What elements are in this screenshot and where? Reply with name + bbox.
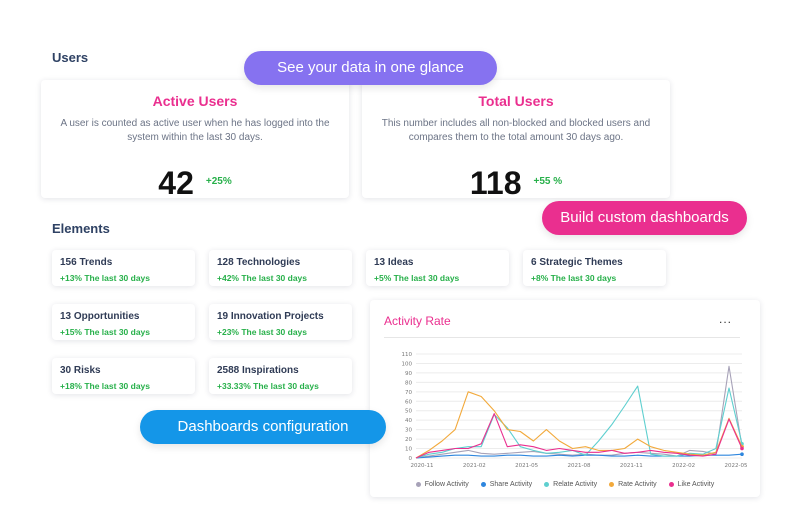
x-tick-label: 2021-05 <box>515 463 538 469</box>
element-card-ideas[interactable]: 13 Ideas +5% The last 30 days <box>366 250 509 286</box>
banner-see-data: See your data in one glance <box>244 51 497 85</box>
legend-label: Share Activity <box>489 481 533 488</box>
legend-dot-icon <box>544 482 550 487</box>
banner-custom-dashboards: Build custom dashboards <box>542 201 747 235</box>
element-card-title: 128 Technologies <box>217 257 301 268</box>
elements-section-title: Elements <box>52 221 110 236</box>
y-tick-label: 10 <box>405 447 412 453</box>
x-tick-label: 2021-08 <box>568 463 591 469</box>
element-card-change: +13% The last 30 days <box>60 273 151 283</box>
element-card-change: +33.33% The last 30 days <box>217 381 319 391</box>
element-card-trends[interactable]: 156 Trends +13% The last 30 days <box>52 250 195 286</box>
series-line-like-activity <box>415 413 743 459</box>
legend-label: Like Activity <box>677 481 715 488</box>
legend-dot-icon <box>415 482 421 487</box>
element-card-title: 13 Opportunities <box>60 311 140 322</box>
legend-item[interactable]: Like Activity <box>668 481 715 488</box>
legend-item[interactable]: Relate Activity <box>544 481 597 488</box>
chart-legend: Follow Activity Share Activity Relate Acti… <box>370 481 760 488</box>
y-tick-label: 20 <box>405 437 412 443</box>
active-users-value: 42 <box>158 165 194 201</box>
legend-dot-icon <box>668 482 674 487</box>
total-users-change: +55 % <box>533 176 563 187</box>
element-card-title: 13 Ideas <box>374 257 414 268</box>
series-line-follow-activity <box>415 365 743 459</box>
legend-label: Follow Activity <box>424 481 469 488</box>
legend-item[interactable]: Rate Activity <box>609 481 657 488</box>
element-card-change: +42% The last 30 days <box>217 273 308 283</box>
activity-rate-title: Activity Rate <box>384 314 451 328</box>
element-card-title: 156 Trends <box>60 257 113 268</box>
legend-dot-icon <box>480 482 486 487</box>
element-card-innovation-projects[interactable]: 19 Innovation Projects +23% The last 30 … <box>209 304 352 340</box>
total-users-card: Total Users This number includes all non… <box>362 80 670 201</box>
total-users-description: This number includes all non-blocked and… <box>381 118 651 143</box>
active-users-card: Active Users A user is counted as active… <box>41 80 349 201</box>
y-tick-label: 50 <box>405 409 412 415</box>
x-tick-label: 2022-02 <box>672 463 695 469</box>
y-tick-label: 70 <box>405 390 412 396</box>
more-options-icon[interactable]: ... <box>718 312 732 326</box>
chart-divider <box>384 337 740 338</box>
legend-item[interactable]: Share Activity <box>480 481 533 488</box>
y-tick-label: 40 <box>405 418 412 424</box>
y-tick-label: 90 <box>405 371 412 377</box>
element-card-technologies[interactable]: 128 Technologies +42% The last 30 days <box>209 250 352 286</box>
element-card-title: 2588 Inspirations <box>217 365 299 376</box>
y-tick-label: 80 <box>405 380 412 386</box>
active-users-description: A user is counted as active user when he… <box>60 118 330 143</box>
legend-item[interactable]: Follow Activity <box>415 481 469 488</box>
series-line-rate-activity <box>415 391 743 459</box>
total-users-title: Total Users <box>478 93 554 109</box>
x-tick-label: 2021-02 <box>463 463 486 469</box>
users-section-title: Users <box>52 50 89 65</box>
x-tick-label: 2020-11 <box>411 463 434 469</box>
y-tick-label: 30 <box>405 428 412 434</box>
element-card-change: +18% The last 30 days <box>60 381 151 391</box>
element-card-title: 6 Strategic Themes <box>531 257 623 268</box>
legend-dot-icon <box>609 482 615 487</box>
element-card-strategic-themes[interactable]: 6 Strategic Themes +8% The last 30 days <box>523 250 666 286</box>
banner-dashboards-configuration: Dashboards configuration <box>140 410 386 444</box>
series-point <box>740 446 744 451</box>
element-card-change: +15% The last 30 days <box>60 327 151 337</box>
y-tick-label: 110 <box>402 352 413 358</box>
element-card-risks[interactable]: 30 Risks +18% The last 30 days <box>52 358 195 394</box>
element-card-inspirations[interactable]: 2588 Inspirations +33.33% The last 30 da… <box>209 358 352 394</box>
element-card-opportunities[interactable]: 13 Opportunities +15% The last 30 days <box>52 304 195 340</box>
element-card-change: +8% The last 30 days <box>531 273 617 283</box>
legend-label: Rate Activity <box>618 481 657 488</box>
total-users-value: 118 <box>469 165 522 201</box>
series-line-share-activity <box>415 453 743 459</box>
element-card-title: 30 Risks <box>60 365 101 376</box>
series-point <box>740 452 744 457</box>
activity-rate-chart: 0 10 20 30 40 50 60 70 80 90 100 110 2020-11 2021-02 2… <box>402 352 748 469</box>
active-users-change: +25% <box>205 176 232 187</box>
y-tick-label: 100 <box>402 361 413 367</box>
x-tick-label: 2022-05 <box>725 463 748 469</box>
activity-rate-card: Activity Rate ... 0 10 20 30 40 50 60 70 80 90 100… <box>370 300 760 497</box>
y-tick-label: 0 <box>409 456 413 462</box>
element-card-title: 19 Innovation Projects <box>217 311 324 322</box>
legend-label: Relate Activity <box>553 481 598 488</box>
x-tick-label: 2021-11 <box>620 463 643 469</box>
element-card-change: +5% The last 30 days <box>374 273 460 283</box>
element-card-change: +23% The last 30 days <box>217 327 308 337</box>
active-users-title: Active Users <box>152 93 238 109</box>
y-tick-label: 60 <box>405 399 412 405</box>
